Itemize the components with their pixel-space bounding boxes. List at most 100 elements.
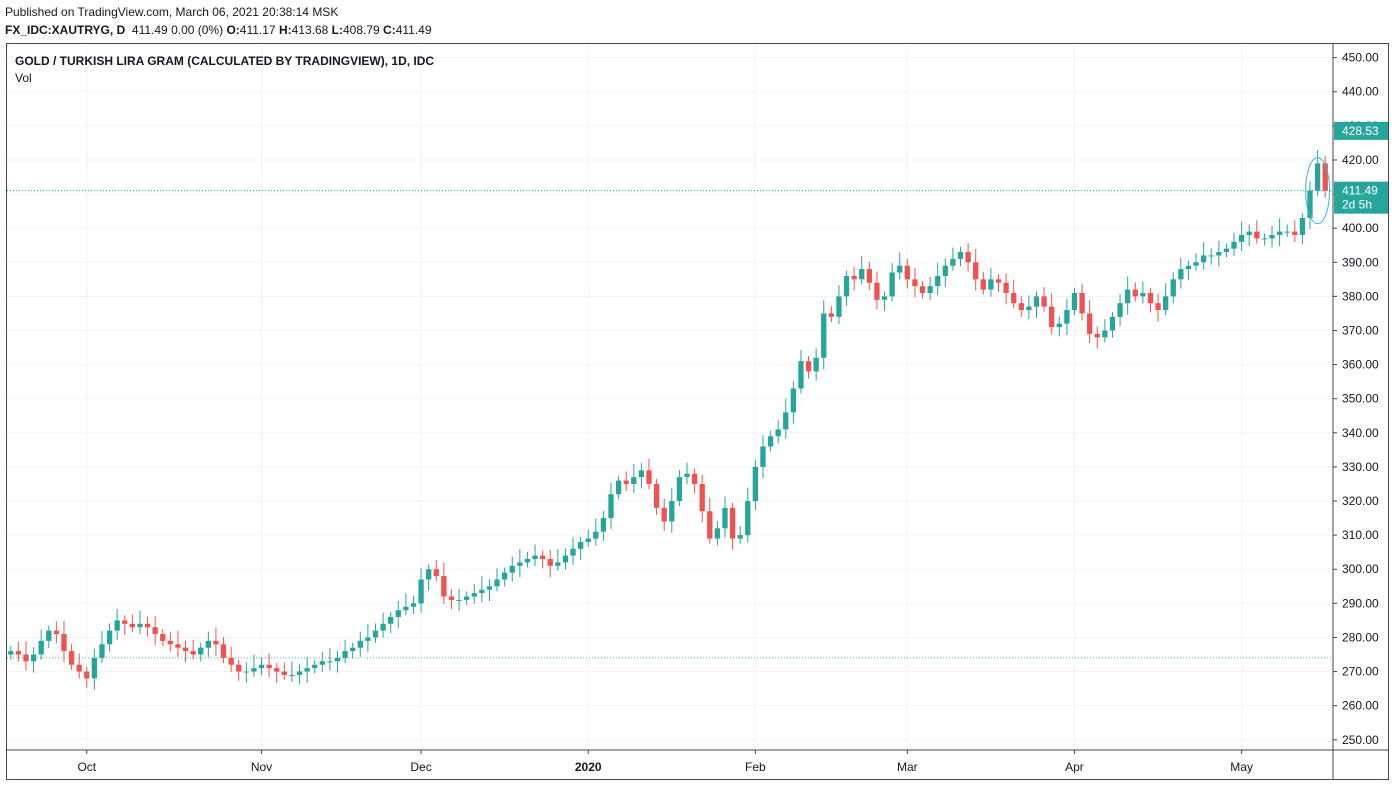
candle-body <box>1162 296 1169 311</box>
candle-body <box>433 569 439 577</box>
candle-body <box>973 262 979 280</box>
candle-body <box>585 538 591 542</box>
candle-body <box>304 668 310 672</box>
candle-body <box>859 269 865 280</box>
candle-body <box>919 286 926 293</box>
candle-body <box>357 640 363 648</box>
candle-body <box>1155 303 1161 311</box>
candle-body <box>137 623 143 628</box>
candle-body <box>1102 330 1108 338</box>
high-label: H: <box>278 23 292 37</box>
candle-body <box>388 616 394 624</box>
candle-body <box>805 361 812 372</box>
candle-body <box>1246 231 1252 235</box>
candle-body <box>403 606 409 611</box>
candle-body <box>539 555 546 560</box>
candle-body <box>175 644 181 648</box>
candle-body <box>912 279 918 287</box>
candle-body <box>296 671 303 675</box>
candle-body <box>813 357 819 372</box>
close-label: C: <box>383 23 396 37</box>
candle-body <box>350 647 356 652</box>
candle-body <box>509 565 515 573</box>
candle-body <box>1049 306 1055 328</box>
candle-body <box>243 671 249 673</box>
y-tick-label: 270.00 <box>1342 665 1379 679</box>
x-tick-label: May <box>1230 760 1253 774</box>
y-tick-label: 350.00 <box>1342 392 1379 406</box>
candle-body <box>152 627 158 635</box>
y-tick-label: 370.00 <box>1342 323 1379 337</box>
y-tick-label: 400.00 <box>1342 221 1379 235</box>
candle-body <box>897 265 903 273</box>
candle-body <box>1140 292 1146 297</box>
candle-body <box>30 654 37 662</box>
candle-body <box>106 630 113 645</box>
candle-body <box>464 596 470 600</box>
chart-title: GOLD / TURKISH LIRA GRAM (CALCULATED BY … <box>15 54 434 68</box>
candle-body <box>836 296 842 317</box>
candle-body <box>1238 234 1245 242</box>
candle-body <box>319 661 325 665</box>
candle-body <box>1284 231 1290 233</box>
candle-body <box>866 269 872 283</box>
candle-body <box>205 640 211 648</box>
candle-body <box>965 252 971 263</box>
x-tick-label: Feb <box>745 760 766 774</box>
candle-body <box>631 477 637 484</box>
candle-body <box>775 429 781 437</box>
candle-body <box>289 674 295 676</box>
candle-body <box>532 555 538 560</box>
candle-body <box>1018 303 1024 311</box>
chart-frame[interactable]: 250.00 260.00 270.00 280.00 290.00 300.00 310.… <box>6 43 1389 780</box>
candle-body <box>593 531 599 539</box>
candle-body <box>661 507 667 522</box>
candle-body <box>395 610 401 617</box>
candle-body <box>281 671 287 675</box>
candle-body <box>707 511 713 539</box>
y-tick-label: 310.00 <box>1342 528 1379 542</box>
candle-body <box>61 634 67 652</box>
x-tick-label: Mar <box>897 760 918 774</box>
candle-body <box>684 473 690 478</box>
high-value: 413.68 <box>291 23 329 37</box>
y-tick-label: 390.00 <box>1342 255 1379 269</box>
candle-body <box>957 252 964 259</box>
candle-body <box>380 623 386 631</box>
candle-body <box>1223 248 1230 253</box>
candle-body <box>1087 313 1093 334</box>
candle-body <box>623 480 629 484</box>
candle-body <box>129 623 136 628</box>
candle-body <box>236 664 242 672</box>
y-tick-label: 280.00 <box>1342 630 1379 644</box>
candle-body <box>524 559 531 563</box>
candle-body <box>950 258 956 266</box>
candle-body <box>942 265 948 276</box>
candle-body <box>1276 231 1283 235</box>
symbol-label: FX_IDC:XAUTRYG, D <box>5 23 126 37</box>
candle-body <box>312 664 318 669</box>
candle-body <box>99 644 105 658</box>
candle-body <box>84 671 90 679</box>
candle-body <box>752 466 759 502</box>
candle-body <box>190 651 196 655</box>
candle-body <box>783 412 789 430</box>
candle-body <box>266 664 272 669</box>
candle-body <box>426 569 432 580</box>
price-chart[interactable]: 250.00 260.00 270.00 280.00 290.00 300.00 310.… <box>7 44 1388 779</box>
candle-body <box>927 286 933 293</box>
candle-body <box>274 668 280 672</box>
candle-body <box>46 630 52 641</box>
candle-body <box>1011 292 1017 304</box>
candle-body <box>1041 296 1047 307</box>
candle-body <box>1200 255 1207 263</box>
candle-body <box>1109 316 1116 331</box>
candle-body <box>213 640 219 645</box>
candle-body <box>182 647 189 652</box>
y-tick-label: 290.00 <box>1342 596 1379 610</box>
candle-body <box>1071 292 1078 311</box>
candle-body <box>1003 282 1009 293</box>
candle-body <box>1132 289 1138 297</box>
candle-body <box>365 637 371 641</box>
candle-body <box>691 473 698 484</box>
